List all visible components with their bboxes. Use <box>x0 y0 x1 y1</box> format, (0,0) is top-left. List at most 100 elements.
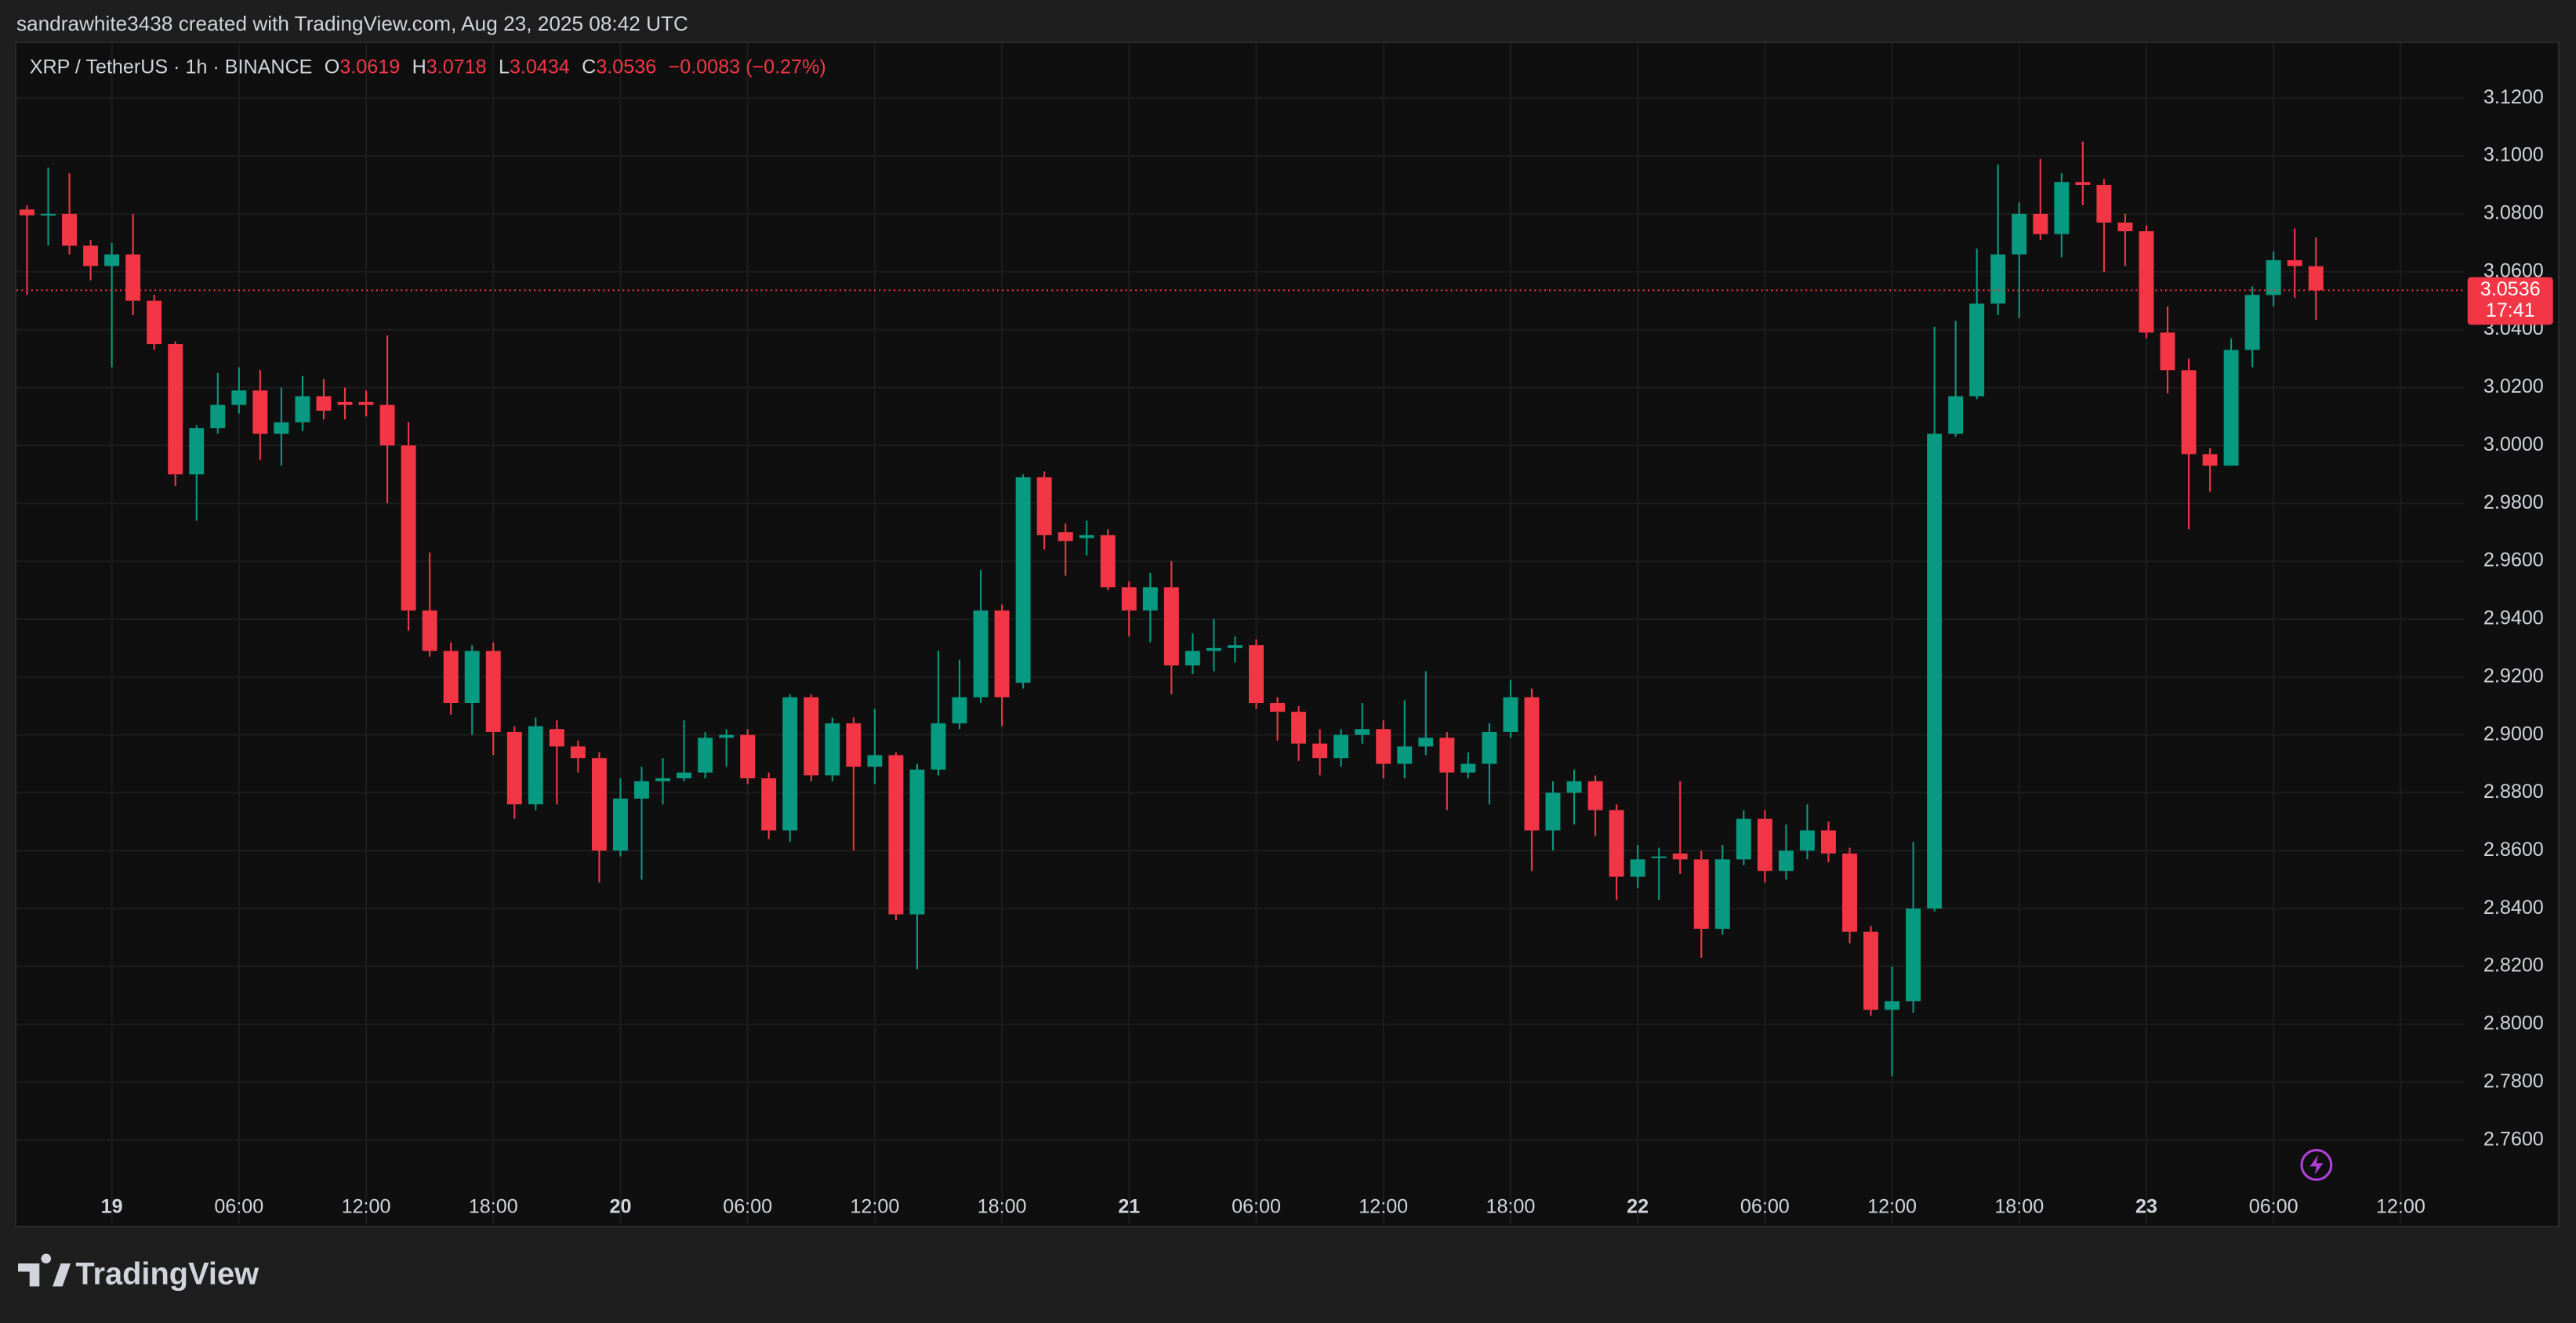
candle-body <box>2096 184 2112 223</box>
candle-body <box>1990 254 2006 304</box>
candle-body <box>804 697 819 776</box>
candle-body <box>612 798 628 851</box>
x-tick-label: 12:00 <box>2376 1195 2425 1217</box>
candle-body <box>316 396 332 411</box>
candle-body <box>189 428 205 475</box>
candle-body <box>1376 729 1391 764</box>
candle-body <box>1355 729 1370 735</box>
candle-body <box>1100 535 1116 588</box>
alert-icon[interactable] <box>2300 1148 2333 1181</box>
candle-body <box>782 697 798 831</box>
candle-body <box>401 445 416 611</box>
logo-icon <box>18 1253 71 1287</box>
candle-body <box>1270 703 1285 712</box>
candle-body <box>2033 213 2048 234</box>
candle-body <box>719 734 735 738</box>
y-tick-label: 2.7600 <box>2483 1128 2544 1150</box>
candle-body <box>147 300 162 345</box>
y-tick-label: 2.8200 <box>2483 955 2544 977</box>
y-tick-label: 2.8400 <box>2483 897 2544 919</box>
candle-body <box>2287 259 2302 266</box>
candle-body <box>740 734 756 779</box>
alert-bolt <box>2309 1154 2324 1175</box>
x-tick-label: 21 <box>1118 1195 1140 1217</box>
candle-body <box>2054 182 2070 234</box>
x-tick-label: 06:00 <box>2249 1195 2298 1217</box>
ohlc-key: C <box>582 56 596 78</box>
logo: TradingView <box>18 1253 259 1291</box>
last-price-label: 3.0536 <box>2480 278 2541 300</box>
candle-body <box>1228 645 1243 648</box>
candle-body <box>655 778 670 781</box>
ohlc-value: 3.0718 <box>426 56 487 78</box>
candle-body <box>634 781 649 799</box>
candle-body <box>1906 908 1921 1002</box>
candle-body <box>549 729 564 747</box>
x-tick-label: 12:00 <box>1867 1195 1917 1217</box>
candle-body <box>2075 182 2091 185</box>
symbol: XRP / TetherUS · 1h · BINANCE <box>30 56 313 78</box>
x-tick-label: 20 <box>609 1195 631 1217</box>
change: −0.0083 <box>669 56 741 78</box>
candle-body <box>1249 645 1264 704</box>
x-tick-label: 06:00 <box>1232 1195 1281 1217</box>
candle-body <box>1609 810 1624 877</box>
candle-body <box>1820 830 1836 854</box>
y-tick-label: 2.8800 <box>2483 781 2544 803</box>
ohlc-value: 3.0536 <box>596 56 656 78</box>
candle-body <box>83 245 99 266</box>
candle-body <box>867 755 883 767</box>
y-tick-label: 2.7800 <box>2483 1070 2544 1092</box>
candle-body <box>252 390 268 434</box>
candle-body <box>464 651 480 704</box>
candle-body <box>1312 743 1328 759</box>
candle-body <box>1630 859 1645 877</box>
candle-body <box>20 209 34 216</box>
candle-body <box>506 731 522 805</box>
x-tick-label: 06:00 <box>1740 1195 1790 1217</box>
candle-body <box>104 254 120 266</box>
candle-body <box>909 769 925 915</box>
y-tick-label: 2.9600 <box>2483 549 2544 571</box>
candle-body <box>2117 222 2133 232</box>
chart-pane <box>14 41 2560 1227</box>
candle-body <box>379 404 395 446</box>
legend: XRP / TetherUS · 1h · BINANCE O3.0619 H3… <box>30 56 826 78</box>
candle-body <box>825 723 840 776</box>
candle-body <box>994 610 1010 698</box>
candle-body <box>41 213 56 216</box>
candle-body <box>1524 697 1540 831</box>
candle-body <box>1121 587 1137 611</box>
candle-body <box>1927 433 1943 909</box>
candle-body <box>1333 734 1349 759</box>
candle-body <box>1757 818 1772 872</box>
candle-body <box>1185 651 1200 665</box>
candle-body <box>1079 535 1094 538</box>
candle-body <box>698 738 713 773</box>
candle-body <box>761 778 777 831</box>
candle-body <box>62 213 78 246</box>
candle-body <box>1566 781 1582 793</box>
x-tick-label: 06:00 <box>214 1195 263 1217</box>
candle-body <box>1587 781 1603 810</box>
candle-body <box>1863 931 1878 1010</box>
candle-body <box>274 422 289 434</box>
candle-body <box>1651 856 1667 858</box>
y-tick-label: 2.8600 <box>2483 839 2544 861</box>
candle-body <box>1439 738 1455 773</box>
candle-body <box>1799 830 1815 851</box>
candle-body <box>1969 303 1985 397</box>
candle-body <box>952 697 967 723</box>
candle-body <box>2181 370 2197 455</box>
candle-body <box>1397 746 1413 764</box>
ohlc-value: 3.0434 <box>510 56 570 78</box>
x-tick-label: 18:00 <box>1486 1195 1535 1217</box>
candle-body <box>1672 854 1688 860</box>
y-tick-label: 2.9000 <box>2483 723 2544 745</box>
candle-body <box>125 254 141 301</box>
candle-body <box>1418 738 1434 747</box>
candle-body <box>1885 1001 1900 1010</box>
candle-body <box>1714 859 1730 930</box>
candle-body <box>2012 213 2027 255</box>
